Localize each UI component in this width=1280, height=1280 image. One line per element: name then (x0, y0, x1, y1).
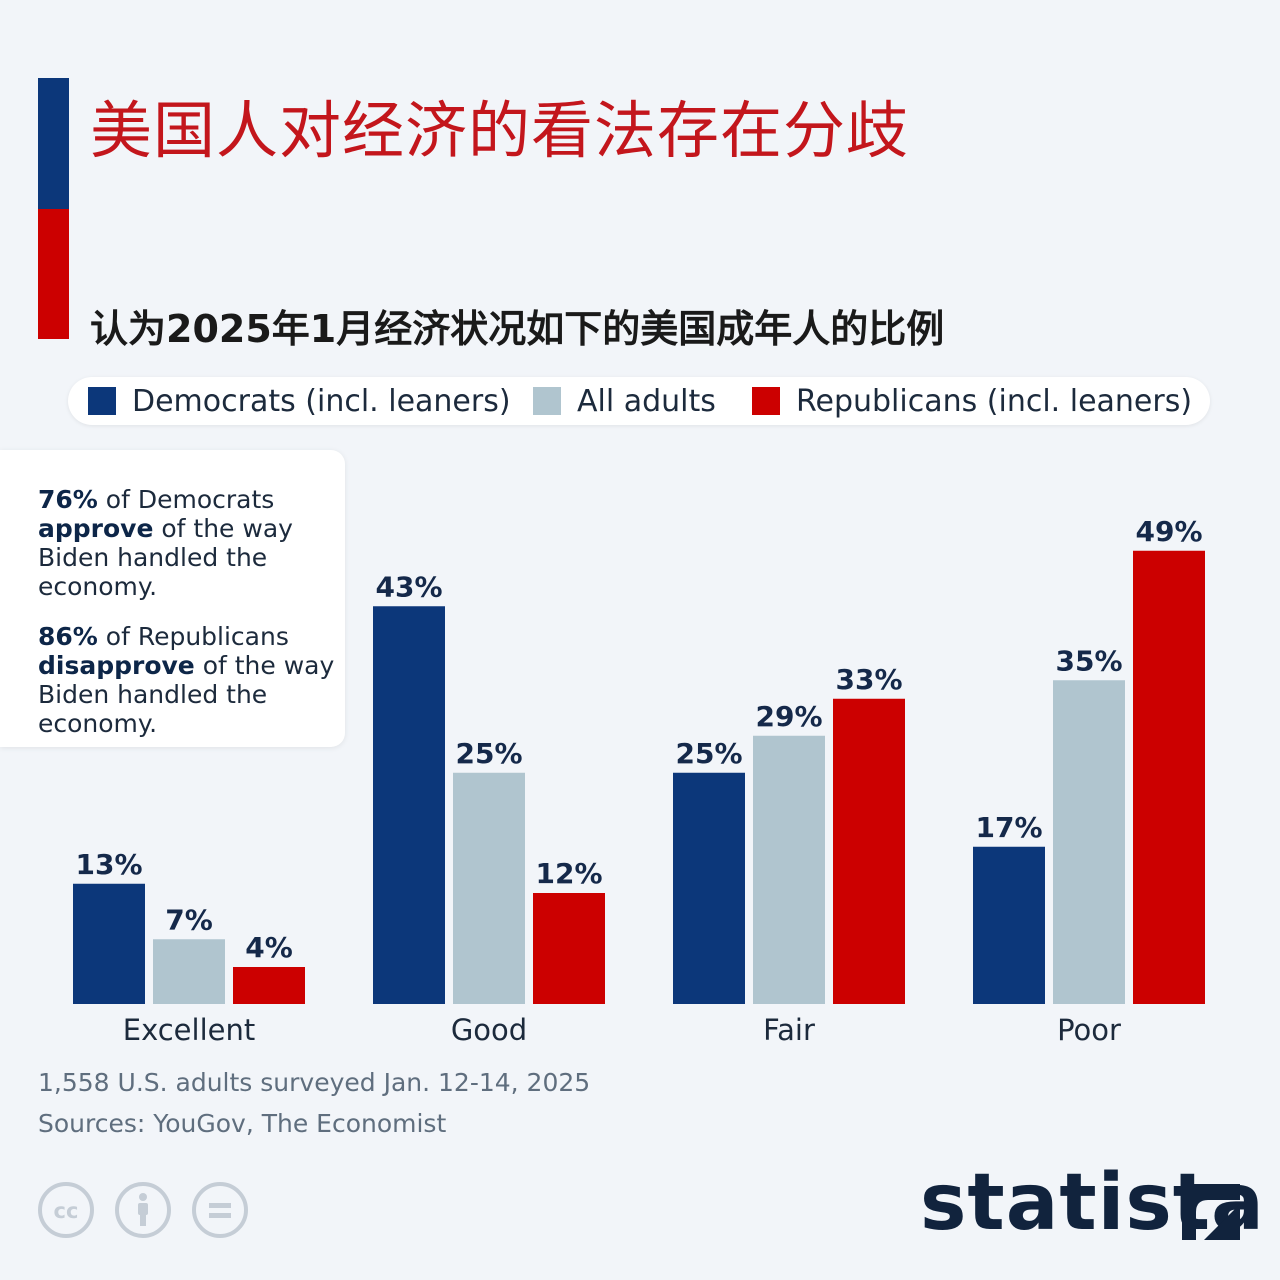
bar-excellent-all (153, 939, 225, 1004)
chart-title: 美国人对经济的看法存在分歧 (90, 94, 910, 167)
data-label-fair-democrats: 25% (675, 737, 742, 770)
legend-label-republicans: Republicans (incl. leaners) (796, 383, 1193, 419)
statista-logo-icon[interactable] (1178, 1180, 1244, 1244)
attribution-icon[interactable] (115, 1182, 171, 1238)
callout-republicans-text2: of the way Biden handled the economy. (38, 651, 335, 738)
data-label-excellent-republicans: 4% (245, 931, 293, 964)
bar-excellent-democrats (73, 883, 145, 1004)
legend-item-democrats: Democrats (incl. leaners) (88, 377, 511, 425)
legend-swatch-republicans (752, 387, 780, 415)
statista-logo-text[interactable]: statista (920, 1158, 1265, 1248)
legend-item-all-adults: All adults (533, 377, 716, 425)
survey-note: 1,558 U.S. adults surveyed Jan. 12-14, 2… (38, 1068, 591, 1097)
callout-democrats-approve: approve (38, 514, 154, 543)
accent-bar-blue (38, 78, 69, 209)
category-label-poor: Poor (1057, 1013, 1121, 1047)
bar-fair-all (753, 735, 825, 1004)
bar-good-republicans (533, 893, 605, 1004)
callout-democrats-text1: of Democrats (97, 485, 275, 514)
data-label-fair-all: 29% (755, 700, 822, 733)
callout-democrats: 76% of Democrats approve of the way Bide… (38, 485, 338, 601)
legend-item-republicans: Republicans (incl. leaners) (752, 377, 1192, 425)
svg-text:cc: cc (54, 1199, 79, 1223)
bar-fair-democrats (673, 772, 745, 1004)
sources-note: Sources: YouGov, The Economist (38, 1109, 447, 1138)
data-label-excellent-democrats: 13% (75, 848, 142, 881)
data-label-excellent-all: 7% (165, 903, 213, 936)
attribution-icon-glyph (138, 1193, 148, 1226)
callout-republicans-text1: of Republicans (97, 622, 289, 651)
bar-poor-republicans (1133, 550, 1205, 1004)
data-label-poor-republicans: 49% (1135, 515, 1202, 548)
data-label-good-all: 25% (455, 737, 522, 770)
no-derivatives-icon[interactable] (192, 1182, 248, 1238)
chart-subtitle: 认为2025年1月经济状况如下的美国成年人的比例 (90, 307, 945, 351)
category-label-fair: Fair (763, 1013, 815, 1047)
callout-democrats-text2: of the way Biden handled the economy. (38, 514, 293, 601)
bar-fair-republicans (833, 698, 905, 1004)
legend: Democrats (incl. leaners) All adults Rep… (68, 377, 1210, 425)
no-derivatives-icon-glyph (209, 1203, 231, 1218)
bar-poor-all (1053, 680, 1125, 1004)
bar-chart: 13% 7% 4% Excellent 43% 25% 12% Good 25% 29% 33% Fa… (73, 515, 1205, 1047)
cc-icon-glyph: cc (54, 1199, 79, 1223)
accent-bar-red (38, 209, 69, 339)
callout-box: 76% of Democrats approve of the way Bide… (0, 450, 345, 747)
bar-poor-democrats (973, 846, 1045, 1004)
cc-icon[interactable]: cc (38, 1182, 94, 1238)
category-label-excellent: Excellent (123, 1013, 255, 1047)
callout-democrats-percent: 76% (38, 485, 98, 514)
data-label-good-republicans: 12% (535, 857, 602, 890)
bar-excellent-republicans (233, 967, 305, 1004)
data-label-poor-democrats: 17% (975, 811, 1042, 844)
legend-swatch-democrats (88, 387, 116, 415)
bar-good-all (453, 772, 525, 1004)
legend-swatch-all-adults (533, 387, 561, 415)
category-label-good: Good (451, 1013, 527, 1047)
legend-label-democrats: Democrats (incl. leaners) (132, 383, 511, 419)
callout-republicans-disapprove: disapprove (38, 651, 195, 680)
legend-label-all-adults: All adults (577, 383, 716, 419)
callout-republicans: 86% of Republicans disapprove of the way… (38, 622, 338, 738)
bar-good-democrats (373, 606, 445, 1004)
data-label-good-democrats: 43% (375, 570, 442, 603)
data-label-poor-all: 35% (1055, 644, 1122, 677)
data-label-fair-republicans: 33% (835, 663, 902, 696)
callout-republicans-percent: 86% (38, 622, 98, 651)
